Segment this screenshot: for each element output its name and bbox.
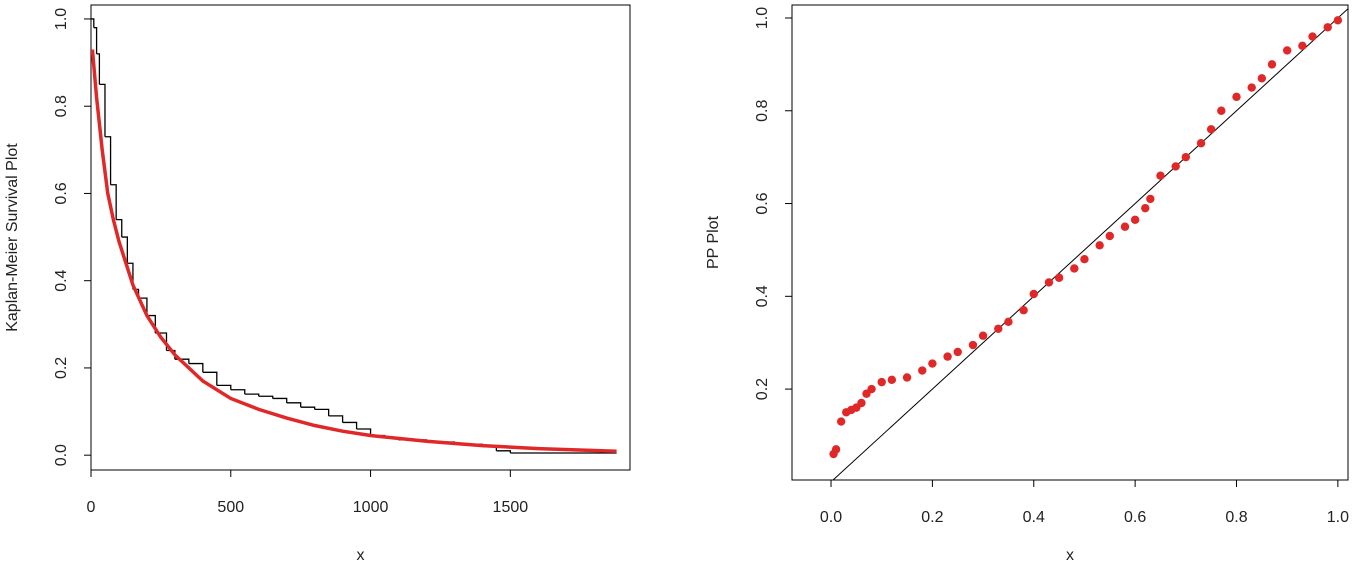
point xyxy=(1054,273,1064,282)
y-tick-label: 0.8 xyxy=(53,95,70,117)
x-tick-label: 0.6 xyxy=(1124,509,1146,526)
point xyxy=(1070,264,1079,273)
km-step xyxy=(300,406,316,410)
km-step xyxy=(99,83,106,137)
point xyxy=(953,347,962,357)
x-tick-label: 1.0 xyxy=(1327,509,1349,526)
km-step xyxy=(272,397,288,403)
point xyxy=(1019,306,1028,315)
point xyxy=(928,359,937,368)
point xyxy=(943,352,952,361)
point xyxy=(1267,60,1277,69)
km-step xyxy=(91,18,95,28)
km-step xyxy=(314,408,330,416)
point xyxy=(1120,222,1130,231)
point xyxy=(1196,139,1206,148)
point xyxy=(968,340,978,350)
km-step xyxy=(93,27,98,54)
point xyxy=(902,373,912,382)
point xyxy=(836,417,846,426)
y-tick-label: 0.6 xyxy=(53,182,70,204)
y-tick-label: 0.4 xyxy=(53,269,70,291)
plot-area xyxy=(829,8,1348,480)
plot-box xyxy=(90,4,631,471)
y-tick-label: 0.2 xyxy=(754,378,771,400)
point xyxy=(887,375,897,385)
point xyxy=(1298,41,1307,51)
x-tick-label: 0.8 xyxy=(1225,509,1247,526)
point xyxy=(1044,278,1054,287)
km-step xyxy=(188,362,204,373)
chart: 0 500 1000 1500 0.0 0.2 0.4 0.6 0.8 1.0 x Kaplan-Me… xyxy=(4,4,631,564)
y-tick-label: 1.0 xyxy=(53,8,70,30)
km-step xyxy=(121,236,128,264)
y-tick-label: 1.0 xyxy=(754,7,771,29)
point xyxy=(918,366,927,375)
x-tick-label: 0.2 xyxy=(921,509,943,526)
km-step xyxy=(244,393,260,397)
point xyxy=(1247,83,1256,92)
point xyxy=(1282,46,1292,55)
reference-line xyxy=(832,8,1348,480)
point xyxy=(857,398,866,408)
y-tick-label: 0.2 xyxy=(53,357,70,379)
point xyxy=(877,377,886,387)
km-step xyxy=(356,428,372,436)
point xyxy=(994,324,1003,333)
km-step xyxy=(328,415,344,423)
km-step xyxy=(104,136,112,185)
point xyxy=(1333,16,1343,25)
point xyxy=(1004,317,1013,327)
point xyxy=(1323,23,1332,32)
point xyxy=(1080,254,1089,264)
km-step xyxy=(116,218,123,238)
point xyxy=(1105,231,1114,241)
km-step xyxy=(286,402,302,408)
point xyxy=(1156,171,1165,180)
x-tick-label: 500 xyxy=(217,499,244,516)
point xyxy=(867,384,876,394)
point xyxy=(1141,203,1150,213)
x-tick-label: 0 xyxy=(87,499,96,516)
plot-box xyxy=(791,4,1349,481)
x-tick-label: 1500 xyxy=(493,499,529,516)
y-axis-label: PP Plot xyxy=(705,215,722,269)
x-axis-label: x xyxy=(1066,547,1074,564)
km-step xyxy=(110,184,117,220)
point xyxy=(1217,106,1226,115)
km-step xyxy=(138,297,148,316)
y-tick-label: 0.6 xyxy=(754,192,771,214)
km-step xyxy=(96,53,101,85)
x-tick-label: 1000 xyxy=(353,499,389,516)
point xyxy=(1181,152,1191,162)
y-tick-label: 0.0 xyxy=(53,444,70,466)
point xyxy=(1257,74,1267,83)
x-tick-label: 0.0 xyxy=(820,509,842,526)
point xyxy=(831,445,841,454)
point xyxy=(1029,289,1038,299)
x-tick-label: 0.4 xyxy=(1023,509,1045,526)
point xyxy=(1232,92,1241,102)
point xyxy=(1095,241,1104,250)
km-step xyxy=(258,395,274,399)
km-step xyxy=(342,421,358,429)
point xyxy=(1308,32,1317,41)
point xyxy=(1206,125,1216,134)
km-step xyxy=(202,371,218,386)
y-tick-label: 0.8 xyxy=(754,100,771,122)
y-axis-label: Kaplan-Meier Survival Plot xyxy=(4,143,21,332)
y-tick-label: 0.4 xyxy=(754,285,771,307)
point xyxy=(1130,215,1140,224)
km-step xyxy=(496,450,511,453)
fitted-curve xyxy=(91,49,617,453)
point xyxy=(978,331,988,340)
point xyxy=(1146,194,1155,204)
chart: 0.0 0.2 0.4 0.6 0.8 1.0 0.2 0.4 0.6 0.8 1.0 x PP Plo… xyxy=(705,4,1349,564)
km-step xyxy=(216,384,232,390)
point xyxy=(1171,162,1180,171)
km-step xyxy=(230,389,246,395)
plot-area xyxy=(91,18,617,454)
x-axis-label: x xyxy=(357,547,365,564)
